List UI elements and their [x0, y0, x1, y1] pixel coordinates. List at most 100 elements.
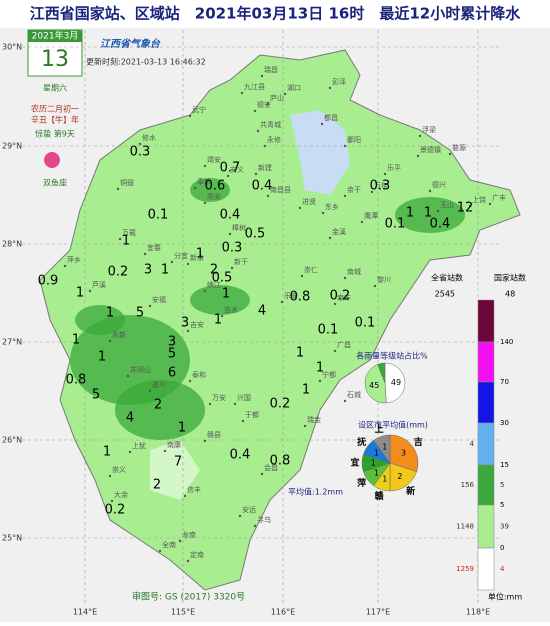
pie-value: 1 — [374, 468, 379, 477]
pie-slice — [377, 362, 386, 384]
place-dot — [318, 379, 322, 383]
place-dot — [110, 499, 114, 503]
place-name: 安福 — [152, 295, 166, 304]
place-name: 上犹 — [132, 441, 146, 450]
pie-name: 上 — [375, 423, 384, 435]
place-dot — [188, 379, 192, 383]
place-name: 芦溪 — [92, 280, 106, 289]
calendar-month: 2021年3月 — [32, 30, 79, 42]
lat-label: 29°N — [2, 142, 22, 151]
place-dot — [126, 374, 130, 378]
station-value: 1 — [196, 247, 204, 262]
place-name: 全南 — [162, 540, 176, 549]
station-value: 0.3 — [222, 241, 243, 256]
heavy-rain-area — [115, 380, 205, 440]
national-count: 39 — [500, 523, 509, 531]
place-name: 峡江 — [207, 280, 221, 289]
place-name: 萍乡 — [67, 255, 81, 264]
province-count: 1259 — [456, 565, 474, 573]
station-value: 0.8 — [270, 454, 291, 469]
legend-tick: 5 — [500, 501, 504, 509]
place-dot — [266, 194, 270, 198]
place-dot — [328, 236, 332, 240]
place-dot — [183, 494, 187, 498]
white-area — [150, 440, 200, 500]
pie-title: 各雨量等级站占比% — [356, 351, 428, 361]
station-value: 1 — [222, 287, 230, 302]
place-name: 彭泽 — [332, 77, 346, 86]
place-name: 万载 — [122, 228, 136, 237]
place-name: 进贤 — [302, 197, 316, 206]
place-name: 永新 — [112, 330, 126, 339]
place-dot — [203, 289, 207, 293]
lon-label: 116°E — [271, 608, 295, 617]
calendar-lunar: 农历二月初一 — [31, 104, 79, 114]
place-dot — [208, 402, 212, 406]
place-dot — [370, 190, 374, 194]
place-dot — [333, 302, 337, 306]
legend-tick: 140 — [500, 338, 513, 346]
lat-label: 27°N — [2, 338, 22, 347]
place-dot — [383, 172, 387, 176]
place-dot — [260, 74, 264, 78]
place-name: 宜春 — [147, 243, 161, 252]
place-dot — [203, 439, 207, 443]
place-dot — [428, 189, 432, 193]
place-dot — [186, 559, 190, 563]
place-dot — [253, 109, 257, 113]
place-dot — [333, 349, 337, 353]
place-dot — [241, 419, 245, 423]
station-value: 2 — [210, 263, 218, 278]
province-count: 1148 — [456, 523, 474, 531]
station-value: 1 — [296, 346, 304, 361]
lon-label: 114°E — [73, 608, 97, 617]
place-dot — [128, 450, 132, 454]
place-name: 寻乌 — [257, 515, 271, 524]
place-name: 庐山 — [270, 93, 284, 102]
station-value: 0.4 — [230, 448, 251, 463]
place-dot — [488, 202, 492, 206]
legend-bin — [477, 547, 495, 591]
update-time: 更新时刻:2021-03-13 16:46:32 — [86, 57, 206, 67]
place-name: 大余 — [114, 490, 128, 499]
place-name: 宁都 — [322, 370, 336, 379]
place-dot — [468, 204, 472, 208]
place-dot — [238, 514, 242, 518]
place-name: 奉新 — [197, 177, 211, 186]
place-name: 景德镇 — [420, 145, 441, 154]
legend-unit: 单位:mm — [488, 592, 522, 602]
station-value: 4 — [258, 304, 266, 319]
national-count: 5 — [500, 481, 504, 489]
place-name: 共青城 — [260, 120, 281, 129]
lon-label: 115°E — [171, 608, 195, 617]
station-value: 0.3 — [130, 145, 151, 160]
station-value: 6 — [168, 366, 176, 381]
heavy-rain-area — [190, 285, 250, 315]
station-value: 5 — [136, 306, 144, 321]
station-value: 0.2 — [330, 289, 351, 304]
station-value: 1 — [72, 333, 80, 348]
station-value: 0.2 — [105, 503, 126, 518]
place-dot — [220, 314, 224, 318]
legend-total: 2545 — [435, 290, 455, 299]
place-dot — [108, 474, 112, 478]
place-dot — [228, 232, 232, 236]
legend-bin — [477, 381, 495, 424]
place-name: 信丰 — [187, 485, 201, 494]
place-name: 崇仁 — [304, 265, 318, 274]
title-bar — [0, 0, 550, 28]
station-value: 1 — [161, 263, 169, 278]
station-value: 2 — [154, 398, 162, 413]
place-name: 于都 — [245, 411, 259, 419]
place-name: 石城 — [347, 391, 361, 399]
pie-title: 设区市平均值(mm) — [358, 420, 428, 430]
place-dot — [321, 211, 325, 215]
legend-bin — [477, 504, 495, 549]
place-dot — [226, 174, 230, 178]
lat-label: 25°N — [2, 534, 22, 543]
heavy-rain-area — [190, 178, 230, 202]
place-dot — [328, 86, 332, 90]
title: 江西省国家站、区域站 2021年03月13日 16时 最近12小时累计降水 — [30, 5, 521, 23]
legend-bin — [477, 422, 495, 466]
place-name: 安义 — [230, 165, 244, 174]
